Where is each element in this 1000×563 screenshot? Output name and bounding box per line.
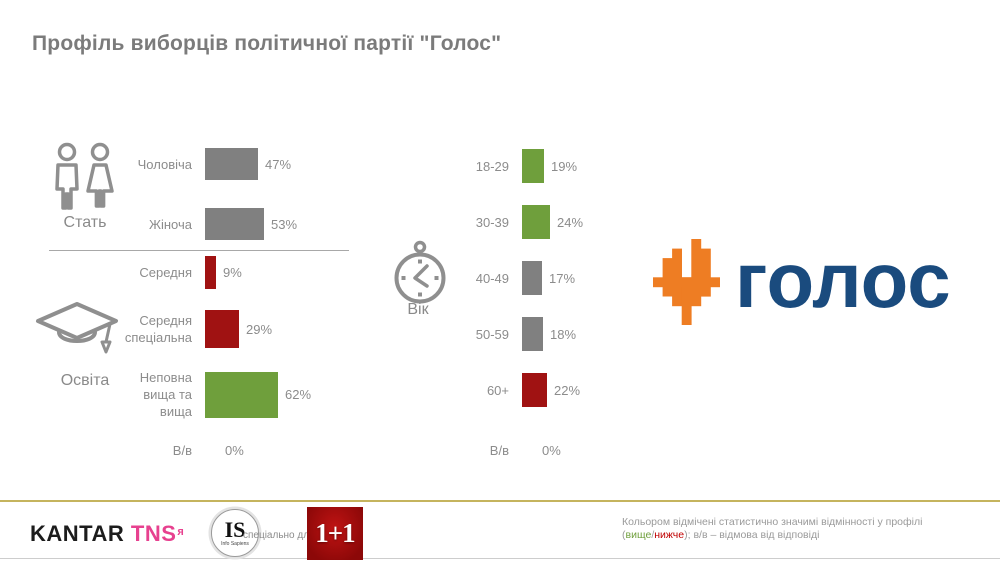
refusal-row: В/в 0% [97, 442, 244, 459]
bar-value: 47% [265, 156, 292, 172]
bar-value: 53% [271, 216, 298, 232]
bar [522, 373, 547, 407]
refusal-label: В/в [489, 443, 509, 458]
page-title: Профіль виборців політичної партії "Голо… [32, 32, 502, 55]
age-section-label: Вік [407, 301, 429, 318]
footnote-slash: / [651, 529, 655, 541]
bottom-border-line [0, 558, 1000, 559]
refusal-label: В/в [172, 443, 192, 458]
footnote-line1: Кольором відмічені статистично значимі в… [622, 516, 923, 528]
chart-row: 18-29 19% [414, 149, 583, 183]
section-divider [49, 250, 349, 251]
chart-row: Неповна вища та вища 62% [97, 369, 311, 420]
bar [205, 256, 216, 289]
footnote: Кольором відмічені статистично значимі в… [622, 516, 962, 542]
chart-row: Чоловіча 47% [97, 148, 297, 180]
male-female-icon [55, 142, 114, 210]
footnote-suffix: ); в/в – відмова від відповіді [684, 529, 820, 541]
bar-label: Чоловіча [137, 156, 192, 172]
bar-label: 40-49 [475, 270, 509, 286]
chart-row: Жіноча 53% [97, 208, 297, 240]
oneplusone-text: 1+1 [315, 518, 355, 548]
kantar-tns-logo: KANTAR TNSя [30, 521, 185, 547]
bar-label: 50-59 [475, 326, 509, 342]
footnote-prefix: ( [622, 529, 626, 541]
chart-row: Середня спеціальна 29% [97, 310, 311, 348]
bar-value: 62% [285, 387, 312, 402]
refusal-value: 0% [225, 443, 244, 458]
bar [205, 208, 264, 240]
bar-label: Середня спеціальна [124, 313, 192, 345]
bar-value: 22% [554, 382, 581, 398]
age-chart: 18-29 19% 30-39 24% 40-49 17% 50-59 18% 60+ 22% [414, 149, 583, 407]
footnote-higher: вище [625, 529, 652, 541]
clock-icon [394, 240, 446, 304]
bar-label: 60+ [486, 382, 509, 398]
bar [522, 205, 550, 239]
gender-chart: Чоловіча 47% Жіноча 53% [97, 148, 297, 240]
bar-label: 30-39 [475, 214, 509, 230]
bar [522, 317, 543, 351]
refusal-value: 0% [542, 443, 561, 458]
refusal-row: В/в 0% [414, 442, 561, 459]
bar-value: 9% [223, 265, 242, 280]
bar [522, 149, 544, 183]
bar [205, 371, 278, 418]
gender-section-label: Стать [63, 214, 107, 231]
bar-label: Жіноча [148, 216, 192, 232]
bar [205, 310, 239, 348]
bar-value: 19% [551, 158, 578, 174]
chart-row: 40-49 17% [414, 261, 583, 295]
education-section-label: Освіта [60, 372, 110, 389]
footnote-lower: нижче [654, 529, 685, 541]
chart-row: 50-59 18% [414, 317, 583, 351]
bar [205, 148, 258, 180]
bar-value: 29% [246, 321, 273, 337]
chart-row: 30-39 24% [414, 205, 583, 239]
bar-label: Середня [139, 265, 192, 280]
kantar-suffix: я [177, 526, 185, 538]
special-for-label: спеціально для: [243, 530, 318, 541]
chart-row: 60+ 22% [414, 373, 583, 407]
tns-text: TNS [130, 521, 177, 546]
bar [522, 261, 542, 295]
bar-value: 24% [557, 214, 584, 230]
kantar-text: KANTAR [30, 521, 125, 546]
bar-value: 17% [549, 270, 576, 286]
holos-hashtag-icon [653, 239, 720, 325]
education-chart: Середня 9% Середня спеціальна 29% Неповна ви… [97, 256, 311, 420]
infosapiens-logo: IS Info Sapiens [211, 509, 259, 557]
bar-label: 18-29 [475, 158, 509, 174]
chart-row: Середня 9% [97, 256, 311, 289]
infosapiens-initials: IS [224, 516, 246, 542]
bar-label: Неповна вища та вища [139, 370, 192, 419]
footer-divider-line [0, 500, 1000, 502]
bar-value: 18% [550, 326, 577, 342]
graduation-cap-icon [36, 302, 118, 354]
oneplusone-logo: 1+1 [307, 507, 363, 560]
infosapiens-name: Info Sapiens [221, 540, 249, 547]
holos-wordmark: голос [735, 236, 951, 324]
